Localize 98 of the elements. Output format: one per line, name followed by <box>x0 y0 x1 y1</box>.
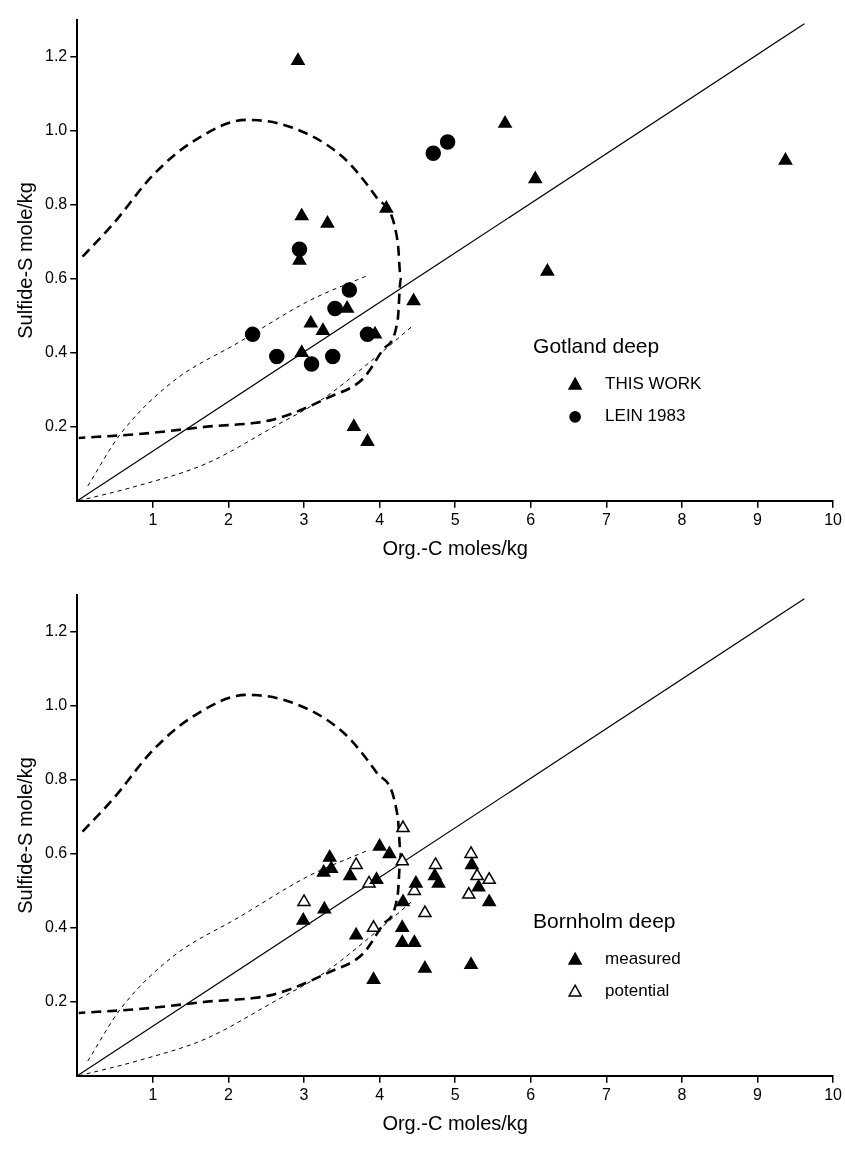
point <box>395 920 410 933</box>
y-axis-title: Sulfide-S mole/kg <box>13 182 36 339</box>
point <box>369 872 384 885</box>
legend-title: Bornholm deep <box>533 908 676 932</box>
y-tick-label: 0.8 <box>44 195 68 213</box>
point <box>464 957 478 970</box>
point <box>372 838 387 851</box>
point <box>395 934 410 947</box>
point <box>431 875 446 888</box>
point <box>409 875 423 888</box>
point <box>498 115 512 128</box>
point <box>349 927 363 940</box>
point <box>528 171 543 184</box>
x-axis-title: Org.-C moles/kg <box>382 1111 528 1134</box>
point <box>347 419 361 432</box>
point <box>366 920 381 933</box>
x-tick-label: 10 <box>824 510 843 528</box>
point <box>324 348 341 365</box>
legend-label: measured <box>605 949 681 969</box>
point <box>406 293 421 306</box>
x-tick-label: 10 <box>824 1085 843 1103</box>
y-tick-label: 1.0 <box>44 121 68 139</box>
point <box>303 315 318 328</box>
x-tick-label: 7 <box>601 510 611 528</box>
y-tick-label: 0.6 <box>44 269 68 287</box>
point <box>291 52 305 65</box>
x-tick-label: 8 <box>677 510 687 528</box>
x-tick-label: 4 <box>375 510 385 528</box>
y-axis-title: Sulfide-S mole/kg <box>13 757 36 914</box>
point <box>360 433 375 446</box>
point <box>540 263 555 276</box>
point <box>482 872 496 885</box>
point <box>379 200 394 213</box>
point <box>294 208 309 221</box>
y-tick-label: 1.0 <box>44 696 68 714</box>
point <box>327 300 343 317</box>
point <box>244 326 261 343</box>
point <box>291 241 308 258</box>
x-tick-label: 6 <box>526 1085 536 1103</box>
x-axis-title: Org.-C moles/kg <box>382 536 528 559</box>
point <box>396 894 410 907</box>
x-tick-label: 1 <box>148 1085 158 1103</box>
legend-title: Gotland deep <box>533 333 660 357</box>
x-tick-label: 3 <box>299 1085 309 1103</box>
point <box>316 322 330 335</box>
y-tick-label: 0.6 <box>44 844 68 862</box>
y-tick-label: 0.8 <box>44 770 68 788</box>
point <box>341 282 358 298</box>
point <box>395 853 410 866</box>
point <box>439 134 456 150</box>
point <box>396 820 410 833</box>
x-tick-label: 3 <box>299 510 309 528</box>
point <box>470 868 484 881</box>
point <box>303 356 320 372</box>
point <box>778 152 793 165</box>
point <box>317 901 332 914</box>
point <box>294 345 309 358</box>
y-tick-label: 0.4 <box>44 343 68 361</box>
point <box>464 846 478 859</box>
y-tick-label: 1.2 <box>44 622 68 640</box>
x-tick-label: 5 <box>450 510 460 528</box>
x-tick-label: 1 <box>148 510 158 528</box>
x-tick-label: 8 <box>677 1085 687 1103</box>
point <box>461 886 476 899</box>
x-tick-label: 4 <box>375 1085 385 1103</box>
point <box>343 868 357 881</box>
legend-label: potential <box>605 981 670 1001</box>
point <box>340 300 354 313</box>
point <box>464 857 479 870</box>
point <box>425 145 441 161</box>
point <box>320 215 335 228</box>
point <box>471 879 486 892</box>
point <box>382 846 397 859</box>
x-tick-label: 2 <box>223 1085 233 1103</box>
point <box>296 912 311 925</box>
x-tick-label: 6 <box>526 510 536 528</box>
x-tick-label: 2 <box>223 510 233 528</box>
x-tick-label: 9 <box>753 1085 763 1103</box>
x-tick-label: 9 <box>753 510 763 528</box>
point <box>418 960 432 973</box>
x-tick-label: 7 <box>601 1085 611 1103</box>
point <box>324 860 339 873</box>
point <box>297 894 311 907</box>
y-tick-label: 0.2 <box>44 992 68 1010</box>
point <box>482 894 496 907</box>
point <box>322 849 337 862</box>
point <box>418 905 432 918</box>
point <box>407 934 422 947</box>
legend-label: LEIN 1983 <box>605 406 686 426</box>
y-tick-label: 1.2 <box>44 47 68 65</box>
y-tick-label: 0.4 <box>44 918 68 936</box>
point <box>366 971 381 984</box>
point <box>349 857 363 870</box>
point <box>428 857 443 870</box>
y-tick-label: 0.2 <box>44 417 68 435</box>
legend-label: THIS WORK <box>605 374 703 394</box>
x-tick-label: 5 <box>450 1085 460 1103</box>
point <box>269 348 285 365</box>
